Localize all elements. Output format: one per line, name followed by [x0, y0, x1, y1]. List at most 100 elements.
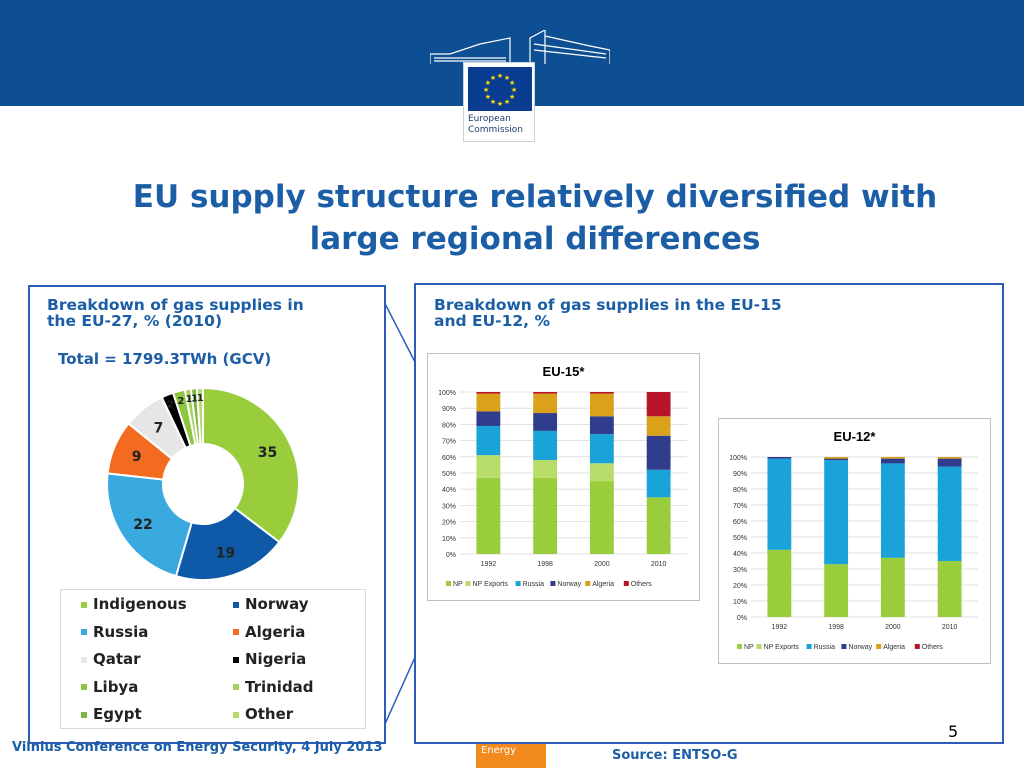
legend-item-other: Other	[233, 705, 293, 723]
legend-swatch	[233, 656, 239, 663]
flag-star-icon: ★	[509, 93, 515, 101]
eu-flag-icon: ★ ★ ★ ★ ★ ★ ★ ★ ★ ★ ★ ★	[468, 67, 532, 111]
legend-swatch	[806, 644, 812, 649]
bar-russia	[476, 426, 501, 456]
bar-np-exports	[589, 463, 614, 482]
y-tick-label: 30%	[442, 503, 456, 510]
donut-label-egypt: 1	[191, 393, 198, 404]
bar-russia	[767, 458, 792, 550]
flag-star-icon: ★	[504, 74, 510, 82]
bar-norway	[767, 457, 792, 459]
donut-label-norway: 19	[216, 545, 235, 561]
y-tick-label: 10%	[442, 536, 456, 543]
y-tick-label: 100%	[729, 455, 747, 462]
bar-others	[646, 392, 671, 417]
y-tick-label: 60%	[442, 455, 456, 462]
bar-algeria	[646, 416, 671, 436]
donut-label-other: 1	[197, 393, 204, 404]
legend-item-nigeria: Nigeria	[233, 650, 306, 668]
legend-label: NP Exports	[473, 581, 509, 588]
slide-title: EU supply structure relatively diversifi…	[60, 176, 1010, 260]
legend-item-qatar: Qatar	[81, 650, 141, 668]
y-tick-label: 10%	[733, 599, 747, 606]
y-tick-label: 40%	[733, 551, 747, 558]
bar-norway	[589, 416, 614, 435]
donut-slice-norway	[174, 506, 281, 581]
y-tick-label: 60%	[733, 519, 747, 526]
donut-slice-russia	[106, 472, 193, 578]
slide-title-line1: EU supply structure relatively diversifi…	[132, 179, 938, 215]
x-tick-label: 2000	[885, 624, 901, 631]
y-tick-label: 70%	[442, 439, 456, 446]
donut-slice-indigenous	[202, 386, 300, 544]
legend-item-indigenous: Indigenous	[81, 595, 187, 613]
legend-label: Russia	[523, 581, 545, 588]
flag-star-icon: ★	[511, 86, 517, 94]
y-tick-label: 90%	[442, 406, 456, 413]
legend-swatch	[446, 581, 451, 586]
flag-star-icon: ★	[509, 79, 515, 87]
donut-label-algeria: 9	[132, 449, 142, 465]
legend-label: Algeria	[245, 622, 306, 641]
legend-label: Norway	[557, 581, 581, 588]
bar-russia	[589, 434, 614, 464]
bar-np	[476, 477, 501, 554]
x-tick-label: 1998	[828, 624, 844, 631]
eu27-heading-line2: the EU-27, % (2010)	[47, 312, 223, 330]
legend-swatch	[233, 711, 239, 718]
legend-label: NP	[453, 581, 463, 588]
chart-title: EU-15*	[543, 364, 586, 379]
flag-star-icon: ★	[485, 93, 491, 101]
eu15-eu12-heading-line1: Breakdown of gas supplies in the EU-15	[434, 296, 782, 314]
eu12-chart-frame: EU-12* 0% 10% 20% 30% 40% 50% 60% 70% 80% 90% 100% 1…	[718, 418, 991, 664]
energy-tag: Energy	[476, 744, 546, 768]
slide-title-line2: large regional differences	[309, 221, 761, 257]
legend-swatch	[515, 581, 521, 586]
y-tick-label: 90%	[733, 471, 747, 478]
bar-algeria	[589, 393, 614, 417]
source-note: Source: ENTSO-G	[612, 748, 738, 763]
legend-swatch	[737, 644, 742, 649]
bar-algeria	[880, 457, 905, 459]
legend-label: NP	[744, 644, 754, 651]
y-tick-label: 80%	[442, 422, 456, 429]
legend-swatch	[550, 581, 556, 586]
bar-russia	[880, 463, 905, 558]
bar-russia	[533, 430, 558, 461]
bar-russia	[824, 460, 849, 565]
bar-norway	[824, 458, 849, 461]
y-tick-label: 50%	[733, 535, 747, 542]
x-tick-label: 1998	[537, 561, 553, 568]
logo-text: European Commission	[468, 114, 532, 136]
eu15-eu12-heading-line2: and EU-12, %	[434, 312, 550, 330]
eu27-total: Total = 1799.3TWh (GCV)	[58, 350, 272, 368]
legend-item-russia: Russia	[81, 623, 148, 641]
bar-np	[533, 477, 558, 554]
y-tick-label: 50%	[442, 471, 456, 478]
donut-label-nigeria: 2	[167, 399, 174, 410]
legend-label: NP Exports	[764, 644, 800, 651]
legend-label: Qatar	[93, 650, 141, 668]
flag-star-icon: ★	[485, 79, 491, 87]
legend-label: Algeria	[883, 644, 905, 651]
legend-item-egypt: Egypt	[81, 705, 142, 723]
legend-label: Others	[631, 581, 653, 588]
legend-label: Norway	[848, 644, 872, 651]
flag-star-icon: ★	[483, 86, 489, 94]
legend-label: Russia	[93, 622, 149, 641]
bar-np	[937, 561, 962, 617]
eu27-heading-line1: Breakdown of gas supplies in	[47, 296, 304, 314]
bar-np-exports	[533, 460, 558, 478]
legend-item-libya: Libya	[81, 678, 138, 696]
x-tick-label: 2000	[594, 561, 610, 568]
legend-swatch	[81, 711, 87, 718]
flag-star-icon: ★	[497, 72, 503, 80]
legend-swatch	[81, 629, 87, 635]
donut-label-libya: 2	[177, 396, 184, 407]
donut-label-qatar: 7	[154, 420, 164, 436]
bar-norway	[937, 458, 962, 467]
european-commission-logo: ★ ★ ★ ★ ★ ★ ★ ★ ★ ★ ★ ★ European Commission	[430, 30, 610, 142]
logo-text-line2: Commission	[468, 125, 523, 135]
legend-item-norway: Norway	[233, 595, 309, 613]
legend-swatch	[233, 601, 239, 608]
